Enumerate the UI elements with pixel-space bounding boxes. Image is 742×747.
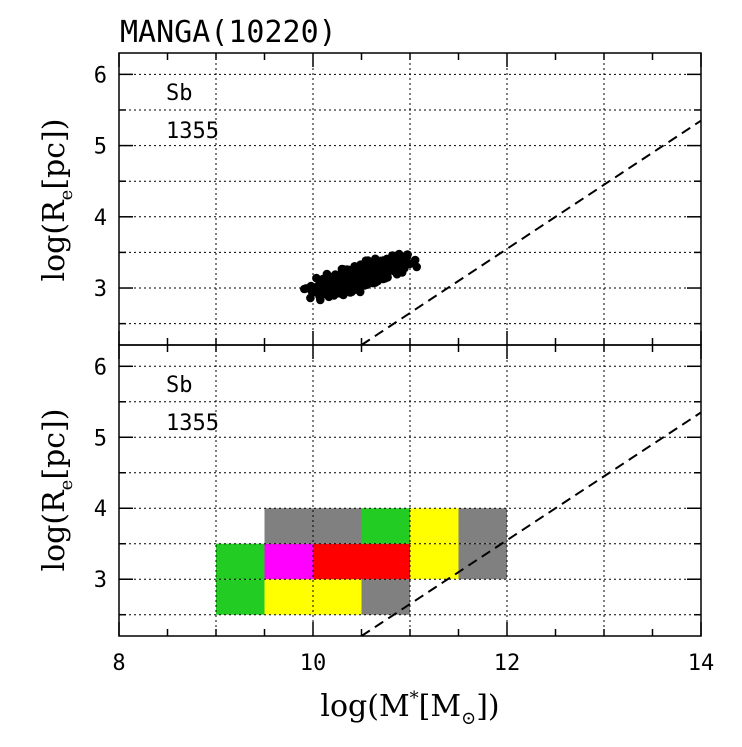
- bottom-reference-line: [360, 411, 702, 637]
- scatter-point: [331, 276, 341, 285]
- scatter-point: [322, 269, 332, 279]
- heatmap-cell: [458, 508, 507, 544]
- heatmap-cell: [264, 508, 313, 544]
- top-ytick-labels: 3 4 5 6: [94, 63, 107, 302]
- scatter-point: [337, 288, 347, 298]
- scatter-point: [301, 284, 311, 293]
- top-y-axis-label: log(Re[pc]): [37, 119, 77, 282]
- x-tick-label: 10: [300, 651, 327, 676]
- y-tick-label: 3: [94, 277, 107, 302]
- x-axis-label: log(M*[M⊙]): [320, 688, 499, 729]
- y-tick-label: 5: [94, 426, 107, 451]
- heatmap-cell: [361, 543, 410, 580]
- scatter-point: [364, 269, 373, 279]
- top-reference-line: [360, 119, 702, 346]
- heatmap-cell: [216, 579, 265, 615]
- scatter-point: [343, 265, 352, 275]
- heatmap-cell: [410, 543, 459, 580]
- x-tick-labels: 8 10 12 14: [112, 651, 714, 676]
- x-tick-label: 14: [688, 651, 715, 676]
- heatmap-cell: [458, 543, 507, 580]
- scatter-point: [378, 256, 387, 266]
- heatmap-cell: [264, 543, 313, 580]
- bottom-annotation-count: 1355: [166, 411, 219, 436]
- y-tick-label: 4: [94, 497, 107, 522]
- bottom-annotation-label: Sb: [166, 373, 193, 398]
- top-annotation-count: 1355: [166, 119, 219, 144]
- scatter-point: [322, 284, 331, 293]
- bottom-y-axis-label: log(Re[pc]): [37, 409, 77, 572]
- scatter-point: [350, 262, 359, 271]
- heatmap-cell: [410, 508, 459, 544]
- y-tick-label: 3: [94, 568, 107, 593]
- scatter-point: [316, 278, 325, 288]
- bottom-grid: [119, 345, 701, 636]
- top-annotation-label: Sb: [166, 81, 193, 106]
- chart-title: MANGA(10220): [120, 15, 337, 50]
- y-tick-label: 5: [94, 135, 107, 160]
- x-tick-label: 8: [112, 651, 125, 676]
- bottom-ytick-labels: 3 4 5 6: [94, 355, 107, 593]
- x-tick-label: 12: [494, 651, 521, 676]
- top-grid: [119, 53, 701, 345]
- scatter-point: [355, 273, 365, 283]
- heatmap-cell: [313, 543, 362, 580]
- bottom-axes-frame: [118, 344, 702, 637]
- heatmap-cell: [264, 579, 313, 615]
- scatter-point: [382, 269, 392, 279]
- scatter-points: [300, 249, 422, 305]
- heatmap-cell: [313, 579, 362, 615]
- top-panel-scatter: Sb 1355 3 4 5 6 log(Re[pc]): [37, 53, 702, 346]
- scatter-point: [338, 278, 348, 288]
- scatter-point: [331, 283, 341, 293]
- y-tick-label: 6: [94, 63, 107, 88]
- scatter-point: [395, 267, 404, 276]
- bottom-panel-heatmap: Sb 1355 3 4 5 6 8 10 12 14 log(Re[pc]) log(M*[…: [37, 345, 714, 729]
- heatmap-cells: [216, 508, 507, 615]
- scatter-point: [405, 259, 414, 269]
- heatmap-cell: [313, 508, 362, 544]
- y-tick-label: 4: [94, 206, 107, 231]
- heatmap-cell: [361, 508, 410, 544]
- scatter-point: [387, 258, 396, 268]
- heatmap-cell: [216, 543, 265, 580]
- scatter-point: [412, 262, 422, 272]
- y-tick-label: 6: [94, 355, 107, 380]
